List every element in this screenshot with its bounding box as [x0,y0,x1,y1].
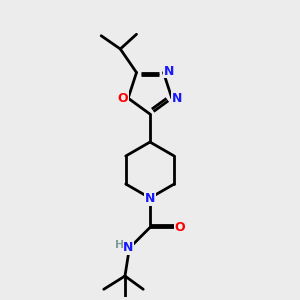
Text: N: N [123,241,134,254]
Text: N: N [145,192,155,205]
Text: N: N [164,64,174,78]
Text: O: O [118,92,128,105]
Text: H: H [115,240,124,250]
Text: O: O [175,221,185,234]
Text: N: N [172,92,182,105]
